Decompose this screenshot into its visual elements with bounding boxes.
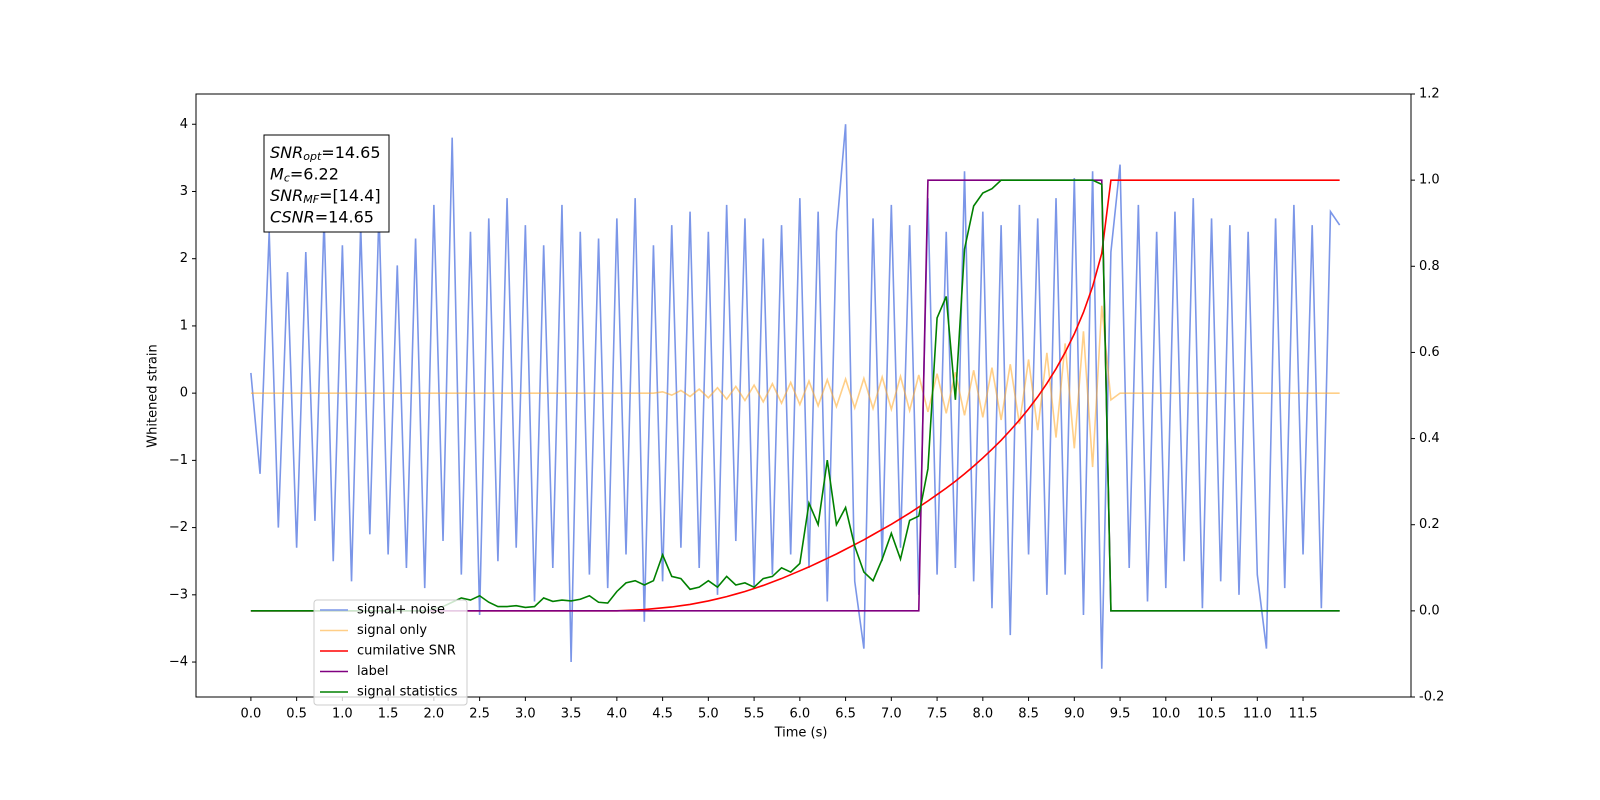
series-line [250, 305, 1340, 468]
annotation-text: =14.65 [321, 143, 380, 162]
x-tick-label: 3.0 [515, 707, 536, 722]
legend-label: label [357, 664, 388, 679]
y-tick-label: −3 [169, 587, 188, 602]
plot-frame [195, 93, 1412, 698]
annotation: CSNR=14.65 [270, 207, 374, 226]
y2-tick-label: -0.2 [1419, 690, 1444, 705]
annotation: SNRopt=14.65 [270, 143, 381, 164]
x-tick-label: 0.0 [241, 707, 262, 722]
annotation-text: =14.65 [315, 207, 374, 226]
x-tick-label: 9.5 [1110, 707, 1131, 722]
annotation-sub: c [284, 172, 290, 185]
x-tick-label: 2.5 [469, 707, 490, 722]
legend-label: signal+ noise [357, 603, 445, 618]
y2-tick-label: 0.0 [1419, 603, 1440, 618]
annotation-sub: opt [303, 150, 322, 163]
y-tick-label: 4 [180, 117, 188, 132]
y2-tick-label: 0.6 [1419, 345, 1440, 360]
x-tick-label: 4.0 [607, 707, 628, 722]
x-tick-label: 3.5 [561, 707, 582, 722]
legend-label: signal statistics [357, 685, 458, 700]
x-tick-label: 6.5 [835, 707, 856, 722]
annotation-text: =6.22 [290, 164, 339, 183]
x-tick-label: 9.0 [1064, 707, 1085, 722]
annotation: Mc=6.22 [270, 164, 339, 185]
y2-tick-label: 0.8 [1419, 259, 1440, 274]
x-tick-label: 7.0 [881, 707, 902, 722]
x-tick-label: 1.5 [378, 707, 399, 722]
annotation: SNRMF=[14.4] [270, 186, 381, 207]
y-tick-label: 3 [180, 184, 188, 199]
annotation-name: SNR [270, 143, 303, 162]
y2-tick-label: 0.4 [1419, 431, 1440, 446]
y-tick-label: −2 [169, 520, 188, 535]
x-tick-label: 10.5 [1197, 707, 1226, 722]
y-axis-label: Whitened strain [146, 344, 161, 447]
y-tick-label: −4 [169, 655, 188, 670]
y2-tick-label: 1.0 [1419, 173, 1440, 188]
x-tick-label: 5.0 [698, 707, 719, 722]
x-axis-label: Time (s) [774, 726, 828, 741]
annotation-name: CSNR [270, 207, 315, 226]
legend-label: signal only [357, 623, 427, 638]
y-tick-label: 1 [180, 318, 188, 333]
y2-tick-label: 0.2 [1419, 517, 1440, 532]
x-tick-label: 8.0 [972, 707, 993, 722]
x-tick-label: 1.0 [332, 707, 353, 722]
x-tick-label: 6.0 [789, 707, 810, 722]
y2-tick-label: 1.2 [1419, 87, 1440, 102]
annotation-sub: MF [303, 193, 319, 206]
annotation-box [263, 134, 390, 233]
x-tick-label: 11.0 [1243, 707, 1272, 722]
legend-label: cumilative SNR [357, 644, 456, 659]
y-tick-label: −1 [169, 453, 188, 468]
x-tick-label: 4.5 [652, 707, 673, 722]
x-tick-label: 0.5 [286, 707, 307, 722]
x-tick-label: 10.0 [1151, 707, 1180, 722]
annotation-text: =[14.4] [319, 186, 381, 205]
annotation-name: SNR [270, 186, 303, 205]
x-tick-label: 11.5 [1289, 707, 1318, 722]
x-tick-label: 5.5 [744, 707, 765, 722]
x-tick-label: 8.5 [1018, 707, 1039, 722]
x-tick-label: 2.0 [424, 707, 445, 722]
legend-box [313, 599, 468, 706]
series-line [250, 124, 1341, 669]
x-tick-label: 7.5 [927, 707, 948, 722]
y-tick-label: 2 [180, 251, 188, 266]
annotation-name: M [270, 164, 284, 183]
y-tick-label: 0 [180, 386, 188, 401]
